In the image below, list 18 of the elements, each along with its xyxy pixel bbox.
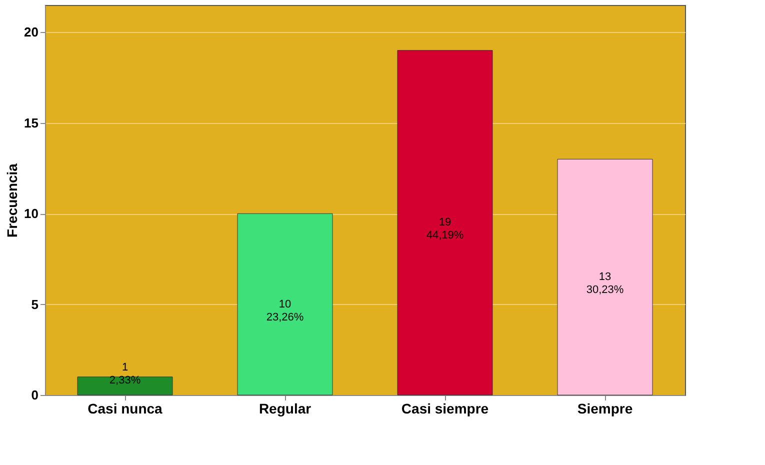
bar [397,50,493,396]
x-tick-label: Regular [258,400,312,416]
data-label: 1 2,33% [109,362,141,387]
x-tick-label: Siempre [577,400,633,416]
y-tick-label: 5 [31,296,38,312]
bar [77,376,173,396]
y-axis-title: Frecuencia [4,163,20,238]
data-label: 19 44,19% [426,216,464,242]
y-tick-label: 0 [31,388,38,402]
y-tick-label: 10 [24,206,38,222]
x-tick-label: Casi siempre [401,400,489,416]
bar [237,213,333,396]
y-tick-label: 15 [24,115,38,130]
y-tick-label: 20 [24,24,38,40]
data-label: 13 30,23% [586,271,624,296]
bar [557,158,653,396]
data-label: 10 23,26% [266,298,304,324]
x-tick-label: Casi nunca [88,400,163,416]
